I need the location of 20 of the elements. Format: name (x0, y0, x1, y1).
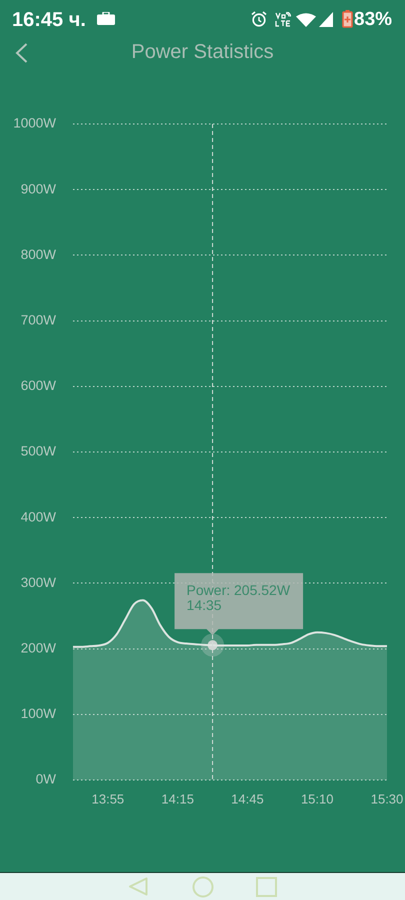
y-tick-label: 500W (20, 444, 56, 459)
y-tick-label: 0W (36, 772, 56, 787)
y-tick-label: 600W (20, 378, 56, 394)
y-tick-label: 400W (20, 509, 56, 524)
y-tick-label: 900W (20, 181, 56, 196)
y-tick-label: 700W (20, 312, 56, 328)
y-tick-label: 100W (20, 706, 56, 722)
x-tick-label: 15:30 (370, 791, 404, 806)
y-tick-label: 1000W (13, 116, 56, 131)
y-tick-label: 200W (20, 640, 56, 656)
x-tick-label: 14:45 (231, 791, 264, 806)
text: 83% (354, 8, 392, 32)
data-label: Power: 205.52W 14:35 (186, 582, 291, 614)
x-tick-label: 14:15 (161, 791, 194, 806)
x-tick-label: 13:55 (92, 791, 124, 806)
y-tick-label: 800W (20, 246, 56, 262)
x-tick-label: 15:10 (300, 791, 334, 806)
text: 16:45 ч. (12, 8, 86, 32)
y-tick-label: 300W (20, 574, 56, 590)
chart-title: Power Statistics (130, 40, 275, 64)
